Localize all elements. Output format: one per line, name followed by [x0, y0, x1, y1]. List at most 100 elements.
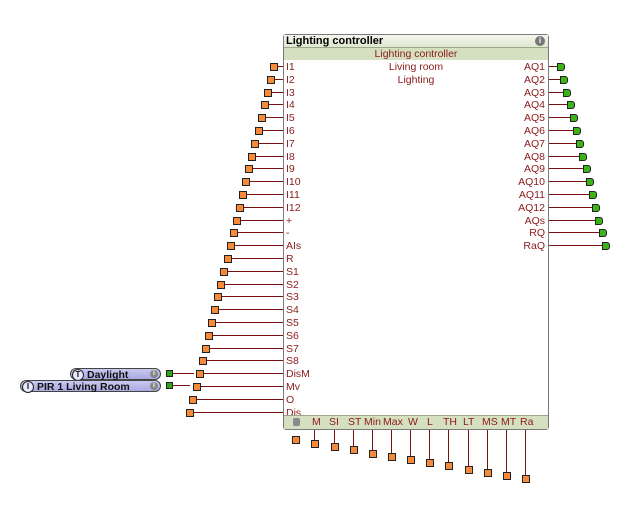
input-connector[interactable] — [226, 242, 235, 251]
input-connector[interactable] — [198, 357, 207, 366]
output-connector[interactable] — [563, 88, 572, 97]
parameter-connector[interactable] — [465, 465, 473, 474]
parameter-connector[interactable] — [311, 440, 319, 448]
lighting-controller-block[interactable]: Lighting controller i Lighting controlle… — [283, 34, 549, 430]
input-connector[interactable] — [254, 127, 263, 135]
input-pin-s7[interactable]: S7 — [286, 342, 299, 355]
input-pin-minus[interactable]: - — [286, 227, 290, 240]
input-pin-i5[interactable]: I5 — [286, 112, 295, 125]
input-pin-dism[interactable]: DisM — [286, 368, 310, 381]
input-pin-ais[interactable]: AIs — [286, 240, 302, 253]
output-pin-aq4[interactable]: AQ4 — [523, 99, 545, 112]
parameter-pin-w[interactable]: W — [408, 416, 418, 428]
pir-living-room-source[interactable]: I PIR 1 Living Room i — [20, 380, 161, 393]
input-connector[interactable] — [263, 88, 272, 97]
input-pin-i2[interactable]: I2 — [286, 73, 295, 86]
output-pin-aqs[interactable]: AQs — [524, 214, 545, 227]
parameter-pin-th[interactable]: TH — [443, 416, 457, 428]
output-pin-aq7[interactable]: AQ7 — [523, 137, 545, 150]
input-connector[interactable] — [235, 203, 244, 212]
input-pin-i11[interactable]: I11 — [286, 189, 300, 201]
parameter-connector[interactable] — [388, 452, 396, 461]
input-pin-i7[interactable]: I7 — [286, 137, 295, 150]
output-connector[interactable] — [589, 191, 597, 199]
input-connector[interactable] — [245, 165, 254, 174]
output-connector[interactable] — [585, 178, 594, 187]
parameter-pin-max[interactable]: Max — [383, 416, 403, 428]
parameter-connector[interactable] — [331, 443, 339, 452]
input-connector[interactable] — [220, 267, 229, 276]
input-connector[interactable] — [266, 75, 275, 84]
input-pin-i3[interactable]: I3 — [286, 86, 295, 99]
input-connector[interactable] — [232, 216, 241, 225]
input-connector[interactable] — [195, 370, 204, 379]
output-pin-aq5[interactable]: AQ5 — [523, 112, 545, 125]
input-connector[interactable] — [192, 383, 201, 391]
output-pin-aq12[interactable]: AQ12 — [518, 201, 545, 214]
input-pin-s4[interactable]: S4 — [286, 304, 299, 317]
input-connector[interactable] — [229, 229, 238, 238]
parameter-connector[interactable] — [350, 446, 358, 455]
input-connector[interactable] — [211, 306, 220, 315]
info-icon[interactable]: i — [150, 382, 158, 390]
output-connector[interactable] — [557, 63, 565, 71]
input-connector[interactable] — [242, 178, 251, 187]
parameter-connector[interactable] — [369, 449, 377, 458]
input-pin-s1[interactable]: S1 — [286, 265, 299, 278]
output-connector[interactable] — [598, 229, 607, 238]
input-pin-i9[interactable]: I9 — [286, 163, 295, 176]
parameter-connector[interactable] — [503, 472, 511, 480]
input-connector[interactable] — [257, 114, 266, 123]
output-pin-aq10[interactable]: AQ10 — [518, 176, 545, 189]
input-connector[interactable] — [201, 344, 210, 353]
input-pin-i1[interactable]: I1 — [286, 61, 295, 73]
parameter-connector[interactable] — [484, 468, 492, 477]
output-connector[interactable] — [601, 242, 610, 251]
output-connector[interactable] — [592, 203, 601, 212]
parameter-pin-lt[interactable]: LT — [463, 416, 475, 428]
output-pin-aq8[interactable]: AQ8 — [523, 150, 545, 163]
parameter-connector[interactable] — [445, 462, 453, 471]
input-pin-i10[interactable]: I10 — [286, 176, 301, 189]
parameter-icon[interactable] — [293, 418, 300, 426]
output-pin-aq3[interactable]: AQ3 — [523, 86, 545, 99]
output-pin-raq[interactable]: RaQ — [523, 240, 545, 253]
info-icon[interactable]: i — [150, 370, 158, 378]
daylight-source[interactable]: T Daylight i — [70, 368, 161, 381]
input-connector[interactable] — [223, 255, 232, 263]
parameter-connector[interactable] — [407, 456, 415, 464]
parameter-pin-min[interactable]: Min — [364, 416, 381, 428]
input-pin-i6[interactable]: I6 — [286, 125, 295, 137]
output-pin-aq9[interactable]: AQ9 — [523, 163, 545, 176]
output-pin-aq1[interactable]: AQ1 — [523, 61, 545, 73]
input-pin-s6[interactable]: S6 — [286, 329, 299, 342]
input-pin-i4[interactable]: I4 — [286, 99, 295, 112]
output-connector[interactable] — [560, 75, 569, 84]
parameter-pin-l[interactable]: L — [427, 416, 433, 428]
input-pin-s3[interactable]: S3 — [286, 291, 299, 304]
input-connector[interactable] — [208, 319, 216, 327]
output-connector[interactable] — [569, 114, 578, 123]
parameter-pin-m[interactable]: M — [312, 416, 321, 428]
output-connector[interactable] — [566, 101, 575, 110]
input-pin-i8[interactable]: I8 — [286, 150, 295, 163]
input-pin-mv[interactable]: Mv — [286, 381, 300, 393]
output-connector[interactable] — [595, 216, 604, 225]
output-connector[interactable] — [576, 139, 585, 148]
input-pin-i12[interactable]: I12 — [286, 201, 301, 214]
parameter-connector[interactable] — [426, 459, 434, 468]
info-icon[interactable]: i — [535, 36, 545, 46]
parameter-pin-ms[interactable]: MS — [482, 416, 498, 428]
output-pin-aq6[interactable]: AQ6 — [523, 125, 545, 137]
input-pin-s2[interactable]: S2 — [286, 278, 299, 291]
input-connector[interactable] — [189, 395, 198, 404]
parameter-connector[interactable] — [522, 475, 530, 484]
input-pin-r[interactable]: R — [286, 253, 294, 265]
input-pin-o[interactable]: O — [286, 393, 295, 406]
output-pin-aq11[interactable]: AQ11 — [518, 189, 545, 201]
output-connector[interactable] — [582, 165, 591, 174]
input-pin-s8[interactable]: S8 — [286, 355, 299, 368]
parameter-pin-si[interactable]: SI — [329, 416, 339, 428]
parameter-pin-st[interactable]: ST — [348, 416, 362, 428]
output-connector[interactable] — [579, 152, 588, 161]
